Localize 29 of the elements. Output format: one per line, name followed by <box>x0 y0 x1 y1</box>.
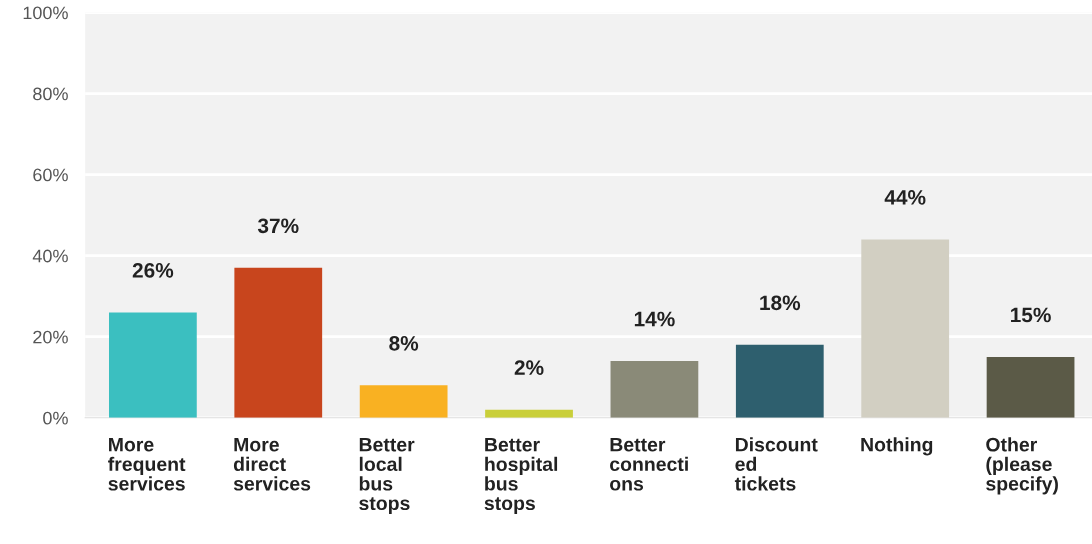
data-label: 2% <box>514 360 544 375</box>
data-label: 44% <box>884 190 926 205</box>
y-tick-label: 60% <box>33 168 68 182</box>
x-tick-label: Nothing <box>861 437 933 456</box>
data-label: 14% <box>634 311 675 327</box>
bar <box>234 267 323 418</box>
bar <box>359 385 448 418</box>
bar <box>109 312 197 418</box>
y-tick-label: 80% <box>33 87 68 101</box>
data-label: 37% <box>257 218 299 234</box>
x-tick-label: More direct services <box>233 437 311 491</box>
data-label: 8% <box>389 335 419 351</box>
x-tick-label: Better connecti ons <box>610 437 688 491</box>
x-tick-label: More frequent services <box>108 437 186 491</box>
data-label: 26% <box>132 262 174 278</box>
bar <box>986 357 1075 418</box>
x-tick-label: Other (please specify) <box>986 437 1058 495</box>
bar <box>610 361 699 418</box>
x-tick-label: Better local bus stops <box>359 437 415 514</box>
x-tick-label: Discount ed tickets <box>734 437 818 491</box>
bar <box>735 344 824 418</box>
x-tick-label: Better hospital bus stops <box>484 437 558 514</box>
y-tick-label: 40% <box>32 249 68 263</box>
data-label: 15% <box>1011 307 1051 323</box>
y-tick-label: 20% <box>33 330 68 344</box>
y-tick-label: 0% <box>43 411 68 425</box>
bar <box>861 239 950 418</box>
y-tick-label: 100% <box>23 6 68 20</box>
data-label: 18% <box>760 295 801 311</box>
